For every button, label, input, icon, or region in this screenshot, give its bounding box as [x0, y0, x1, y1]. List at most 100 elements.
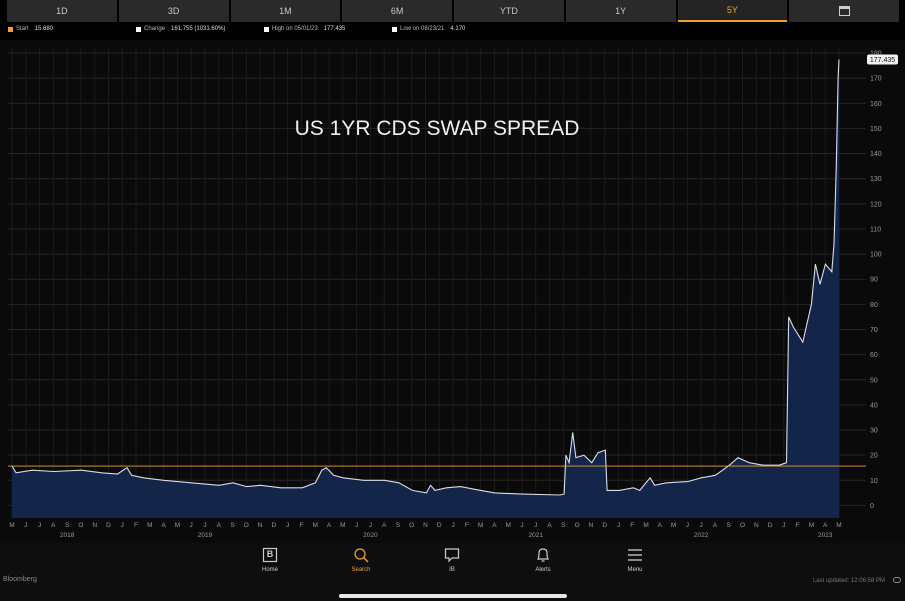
home-icon: B: [262, 547, 278, 563]
display-icon[interactable]: [893, 577, 901, 583]
y-tick-label: 150: [870, 126, 882, 133]
last-updated: Last updated: 12:06:58 PM: [812, 578, 885, 584]
x-month-label: S: [727, 522, 732, 529]
x-month-label: A: [51, 522, 56, 529]
legend-high-label: High on 05/01/23: [272, 26, 318, 32]
chart-title: US 1YR CDS SWAP SPREAD: [295, 117, 580, 140]
x-month-label: O: [78, 522, 83, 529]
y-tick-label: 180: [870, 51, 882, 58]
menu-icon: [627, 547, 643, 563]
x-month-label: N: [754, 522, 759, 529]
nav-ib-label: IB: [449, 567, 455, 573]
legend-high-value: 177.435: [323, 26, 346, 32]
tab-calendar[interactable]: [789, 0, 899, 22]
x-month-label: A: [382, 522, 387, 529]
x-month-label: M: [809, 522, 814, 529]
nav-ib[interactable]: IB: [422, 547, 482, 573]
tab-1d[interactable]: 1D: [7, 0, 117, 22]
bell-icon: [535, 547, 551, 563]
home-glyph: B: [266, 549, 274, 559]
x-month-label: O: [740, 522, 745, 529]
y-tick-label: 140: [870, 151, 882, 158]
bottom-nav: B Home Search IB Alerts Menu Bloomberg Last u…: [0, 543, 905, 601]
y-tick-label: 60: [870, 352, 878, 359]
x-month-label: M: [478, 522, 483, 529]
tab-6m[interactable]: 6M: [342, 0, 452, 22]
x-month-label: J: [24, 522, 27, 529]
last-value-label: 177.435: [870, 57, 895, 64]
x-month-label: J: [451, 522, 454, 529]
x-month-label: N: [258, 522, 263, 529]
chart-background: [0, 40, 905, 543]
nav-menu[interactable]: Menu: [605, 547, 665, 573]
x-month-label: J: [369, 522, 372, 529]
tab-3d[interactable]: 3D: [118, 0, 229, 22]
tab-5y[interactable]: 5Y: [677, 0, 788, 22]
legend-change-swatch: [136, 26, 141, 32]
nav-menu-label: Menu: [627, 567, 643, 573]
x-month-label: O: [244, 522, 249, 529]
x-month-label: N: [589, 522, 594, 529]
y-tick-label: 170: [870, 76, 882, 83]
x-month-label: F: [796, 522, 800, 529]
y-tick-label: 90: [870, 277, 878, 284]
y-tick-label: 110: [870, 226, 881, 233]
nav-search[interactable]: Search: [331, 547, 391, 573]
y-tick-label: 40: [870, 402, 878, 409]
legend-low-label: Low on 08/23/21: [400, 26, 445, 32]
x-month-label: M: [671, 522, 676, 529]
x-month-label: J: [355, 522, 358, 529]
x-month-label: A: [217, 522, 222, 529]
x-year-label: 2019: [198, 532, 213, 539]
x-month-label: D: [437, 522, 442, 529]
y-tick-label: 100: [870, 252, 882, 259]
nav-home[interactable]: B Home: [240, 547, 300, 573]
x-month-label: J: [190, 522, 193, 529]
home-indicator[interactable]: [339, 594, 567, 598]
x-month-label: A: [823, 522, 828, 529]
series-line: [11, 59, 840, 496]
nav-alerts[interactable]: Alerts: [513, 547, 573, 573]
legend-change-label: Change: [144, 26, 166, 32]
x-month-label: S: [396, 522, 401, 529]
x-month-label: M: [340, 522, 345, 529]
x-month-label: M: [175, 522, 180, 529]
x-month-label: A: [658, 522, 663, 529]
x-month-label: M: [836, 522, 841, 529]
y-tick-label: 120: [870, 201, 882, 208]
x-month-label: S: [230, 522, 235, 529]
x-month-label: J: [700, 522, 703, 529]
x-year-label: 2022: [694, 532, 709, 539]
x-month-label: J: [38, 522, 41, 529]
calendar-icon: [838, 6, 850, 16]
legend-high-swatch: [264, 26, 269, 32]
nav-home-label: Home: [261, 567, 278, 573]
tab-ytd[interactable]: YTD: [454, 0, 564, 22]
x-month-label: D: [768, 522, 773, 529]
y-tick-label: 20: [870, 453, 878, 460]
y-tick-label: 80: [870, 302, 878, 309]
tab-1m[interactable]: 1M: [230, 0, 341, 22]
x-month-label: A: [327, 522, 332, 529]
cds-spread-chart[interactable]: 0 10 20 30 40 50 60 70 80 90 100 110 120 130 140 150 160…: [0, 40, 905, 543]
x-month-label: O: [409, 522, 414, 529]
x-month-label: M: [147, 522, 152, 529]
chat-icon: [444, 547, 460, 563]
legend-high: High on 05/01/23 177.435: [264, 26, 345, 32]
legend-start: Start 15.680: [8, 26, 53, 32]
x-month-label: F: [630, 522, 634, 529]
x-year-label: 2018: [60, 532, 75, 539]
y-tick-label: 70: [870, 327, 878, 334]
x-month-label: N: [423, 522, 428, 529]
legend-low-swatch: [392, 26, 397, 32]
x-month-label: J: [286, 522, 289, 529]
tab-1y[interactable]: 1Y: [565, 0, 676, 22]
x-month-label: J: [203, 522, 206, 529]
x-month-label: M: [505, 522, 510, 529]
x-month-label: S: [561, 522, 566, 529]
x-month-label: O: [575, 522, 580, 529]
legend-change-value: 161.755 (1031.60%): [171, 26, 226, 32]
legend-start-value: 15.680: [34, 26, 54, 32]
search-icon: [353, 547, 369, 563]
timeframe-tabs: 1D 3D 1M 6M YTD 1Y 5Y: [7, 0, 899, 22]
